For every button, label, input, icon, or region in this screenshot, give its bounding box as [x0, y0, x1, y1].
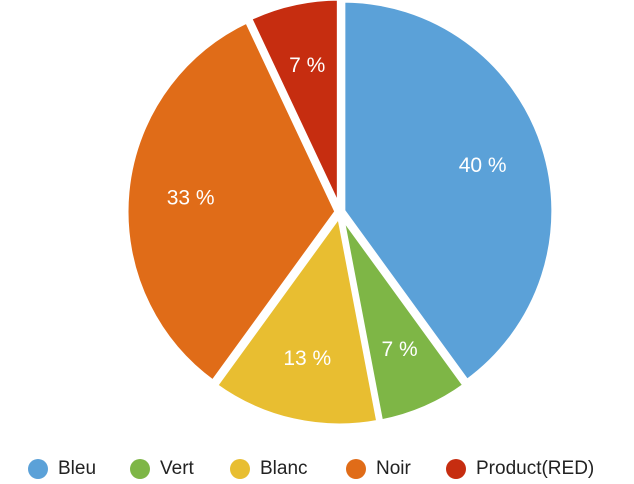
- legend-item-product-red[interactable]: Product(RED): [446, 454, 594, 484]
- legend-item-bleu[interactable]: Bleu: [28, 454, 96, 484]
- legend: Bleu Vert Blanc Noir Product(RED): [0, 454, 634, 484]
- slice-label-noir: 33 %: [167, 186, 215, 209]
- slice-label-product-red: 7 %: [289, 54, 325, 77]
- slice-label-blanc: 13 %: [283, 347, 331, 370]
- legend-label-blanc: Blanc: [260, 458, 308, 479]
- pie-slice-product-red[interactable]: [247, 0, 342, 212]
- legend-swatch-vert: [130, 459, 150, 479]
- legend-label-bleu: Bleu: [58, 458, 97, 479]
- slice-label-vert: 7 %: [381, 338, 417, 361]
- pie-slices: [123, 0, 557, 429]
- pie-slice-blanc[interactable]: [212, 212, 382, 429]
- pie-slice-labels: 40 % 7 % 13 % 33 % 7 %: [167, 54, 507, 370]
- legend-label-vert: Vert: [160, 458, 194, 479]
- legend-swatch-noir: [346, 459, 366, 479]
- legend-swatch-blanc: [230, 459, 250, 479]
- slice-label-bleu: 40 %: [459, 154, 507, 177]
- legend-swatch-bleu: [28, 459, 48, 479]
- pie-slice-noir[interactable]: [123, 18, 340, 385]
- legend-item-blanc[interactable]: Blanc: [230, 454, 308, 484]
- legend-item-vert[interactable]: Vert: [130, 454, 194, 484]
- legend-swatch-product-red: [446, 459, 466, 479]
- legend-label-noir: Noir: [376, 458, 411, 479]
- legend-item-noir[interactable]: Noir: [346, 454, 411, 484]
- pie-slice-bleu[interactable]: [340, 0, 557, 385]
- legend-label-product-red: Product(RED): [476, 458, 595, 479]
